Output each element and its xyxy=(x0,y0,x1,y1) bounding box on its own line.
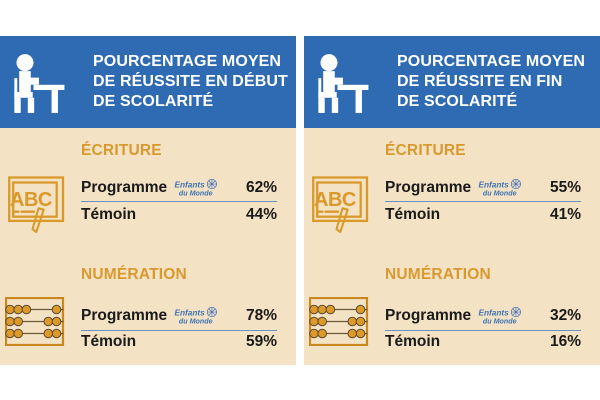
svg-text:ABC: ABC xyxy=(10,189,52,211)
svg-text:du Monde: du Monde xyxy=(483,189,517,197)
svg-text:Enfants: Enfants xyxy=(479,180,510,189)
svg-text:du Monde: du Monde xyxy=(179,189,213,197)
svg-text:du Monde: du Monde xyxy=(483,318,517,326)
svg-text:du Monde: du Monde xyxy=(179,318,213,326)
svg-text:Enfants: Enfants xyxy=(175,308,206,317)
svg-text:ABC: ABC xyxy=(314,189,356,211)
svg-text:Enfants: Enfants xyxy=(175,180,206,189)
svg-text:Enfants: Enfants xyxy=(479,308,510,317)
